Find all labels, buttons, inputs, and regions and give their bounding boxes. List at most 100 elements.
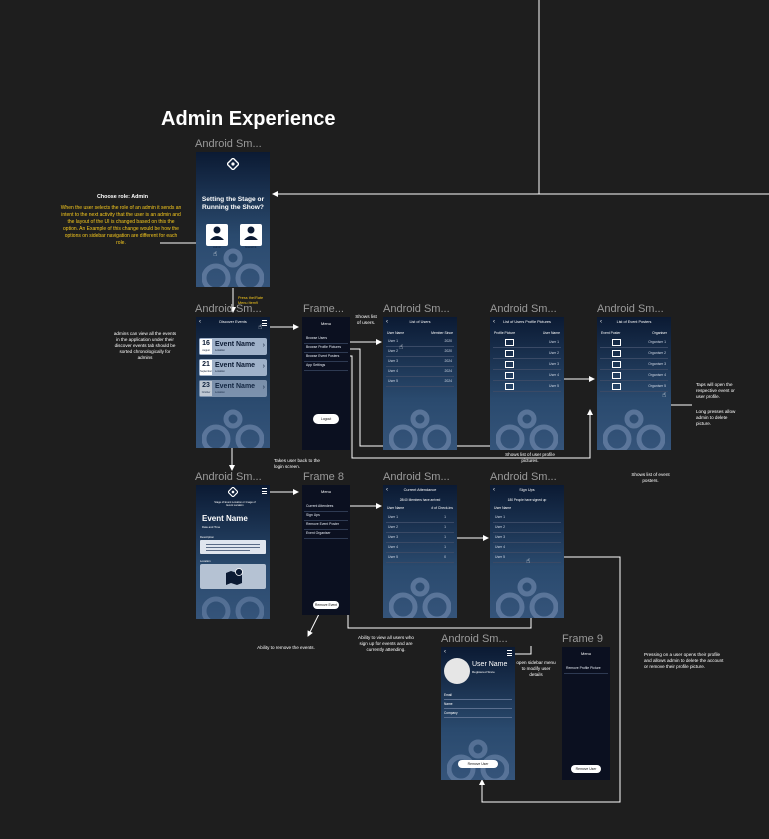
event-location: Location [215, 349, 225, 352]
menu-title: Menu [320, 489, 331, 494]
table-row[interactable]: User 5 2024 [386, 376, 454, 387]
event-month: September [200, 370, 212, 373]
menu-item-remove-poster[interactable]: Remove Event Poster [304, 520, 348, 530]
table-row[interactable]: User 1 [493, 337, 561, 348]
watermark-logo-icon [603, 409, 665, 450]
user-name: User 3 [549, 362, 559, 366]
user-name: User 4 [549, 373, 559, 377]
admin-menu-screen: Menu Browse Users Browse Profile Picture… [302, 317, 350, 450]
table-row[interactable]: User 2 [493, 522, 561, 533]
image-icon [612, 350, 621, 357]
organiser-name: Organiser 2 [648, 351, 666, 355]
back-arrow-icon[interactable]: ‹ [493, 319, 495, 325]
table-row[interactable]: Organiser 1 [600, 337, 668, 348]
attendance-summary: 28/40 Members have arrived [399, 498, 441, 502]
page-title: Admin Experience [161, 108, 336, 130]
col-header: # of Check-ins [431, 506, 453, 510]
image-icon [505, 372, 514, 379]
table-row[interactable]: Organiser 5 [600, 381, 668, 392]
table-row[interactable]: User 1 [493, 512, 561, 523]
checkin-count: 1 [444, 525, 446, 529]
remove-event-button[interactable]: Remove Event [313, 601, 339, 609]
menu-item-app-settings[interactable]: App Settings [304, 361, 348, 371]
table-row[interactable]: User 5 0 [386, 552, 454, 563]
table-row[interactable]: User 2 [493, 348, 561, 359]
guest-role-button[interactable]: Guest/Int. [240, 224, 262, 249]
hamburger-menu-icon[interactable] [507, 650, 512, 656]
menu-item-browse-users[interactable]: Browse Users [304, 334, 348, 344]
shows-users-note: Shows list of users. [355, 315, 377, 326]
table-row[interactable]: User 4 2024 [386, 366, 454, 377]
menu-item-event-organiser[interactable]: Event Organiser [304, 529, 348, 539]
table-row[interactable]: Organiser 3 [600, 359, 668, 370]
table-row[interactable]: User 4 [493, 542, 561, 553]
table-row[interactable]: User 5 [493, 552, 561, 563]
event-card[interactable]: 21 September Event Name Location › [199, 359, 267, 376]
back-arrow-icon[interactable]: ‹ [493, 487, 495, 493]
hamburger-menu-icon[interactable] [262, 488, 267, 494]
hamburger-menu-icon[interactable] [262, 320, 267, 326]
watermark-logo-icon [202, 248, 264, 287]
user-name: User 2 [495, 525, 505, 529]
menu-item-sign-ups[interactable]: Sign Ups [304, 511, 348, 521]
choose-role-note: When the user selects the role of an adm… [60, 205, 182, 246]
table-row[interactable]: User 3 [493, 359, 561, 370]
menu-item-browse-pictures[interactable]: Browse Profile Pictures [304, 343, 348, 353]
table-row[interactable]: User 4 [493, 370, 561, 381]
event-card[interactable]: 16 August Event Name Location › [199, 338, 267, 355]
back-arrow-icon[interactable]: ‹ [444, 649, 446, 655]
table-row[interactable]: User 4 1 [386, 542, 454, 553]
table-row[interactable]: Organiser 2 [600, 348, 668, 359]
user-name: User 2 [388, 349, 398, 353]
admin-role-button[interactable]: Admin [206, 224, 228, 249]
organiser-name: Organiser 1 [648, 340, 666, 344]
event-card[interactable]: 23 October Event Name Location › [199, 380, 267, 397]
guest-user-icon [244, 226, 258, 240]
image-icon [505, 350, 514, 357]
col-header: Member Since [431, 331, 453, 335]
profile-field: Company [444, 709, 512, 718]
table-row[interactable]: User 1 1 [386, 512, 454, 523]
table-row[interactable]: User 2 1 [386, 522, 454, 533]
table-row[interactable]: User 2 2020 [386, 346, 454, 357]
menu-item-remove-profile-picture[interactable]: Remove Profile Picture [564, 664, 608, 674]
frame-label: Android Sm... [441, 633, 508, 645]
image-icon [612, 383, 621, 390]
table-row[interactable]: User 3 2024 [386, 356, 454, 367]
back-arrow-icon[interactable]: ‹ [600, 319, 602, 325]
watermark-logo-icon [447, 739, 509, 780]
user-name: User 4 [388, 545, 398, 549]
event-location: Location [215, 391, 225, 394]
watermark-logo-icon [496, 577, 558, 618]
frame-label: Android Sm... [490, 303, 557, 315]
chevron-right-icon: › [262, 384, 265, 391]
table-row[interactable]: User 3 [493, 532, 561, 543]
menu-item-browse-posters[interactable]: Browse Event Posters [304, 352, 348, 362]
connector-menu2-view [347, 610, 532, 629]
attendance-header: Current Attendance [403, 488, 437, 492]
col-header: Organiser [652, 331, 667, 335]
table-row[interactable]: User 3 1 [386, 532, 454, 543]
remove-user-button[interactable]: Remove User [458, 760, 498, 768]
table-row[interactable]: User 5 [493, 381, 561, 392]
description-label: Description [200, 535, 214, 539]
back-arrow-icon[interactable]: ‹ [386, 319, 388, 325]
table-row[interactable]: Organiser 4 [600, 370, 668, 381]
location-map[interactable] [200, 564, 266, 589]
pictures-header: List of Users Profile Pictures [503, 320, 551, 324]
back-arrow-icon[interactable]: ‹ [199, 319, 201, 325]
event-day: 23 [202, 382, 210, 389]
col-header: User Name [387, 506, 405, 510]
col-header: Profile Picture [494, 331, 516, 335]
table-row[interactable]: User 1 2020 [386, 336, 454, 347]
menu-item-current-attendees[interactable]: Current Attendees [304, 502, 348, 512]
logout-button[interactable]: Logout [313, 414, 339, 424]
checkin-count: 1 [444, 545, 446, 549]
chevron-right-icon: › [262, 363, 265, 370]
back-arrow-icon[interactable]: ‹ [386, 487, 388, 493]
image-icon [505, 361, 514, 368]
long-press-note: Long presses allow admin to delete pictu… [696, 409, 736, 426]
user-name: User 1 [388, 515, 398, 519]
remove-user-menu-button[interactable]: Remove User [571, 765, 601, 773]
event-date: 21 September [200, 360, 212, 375]
